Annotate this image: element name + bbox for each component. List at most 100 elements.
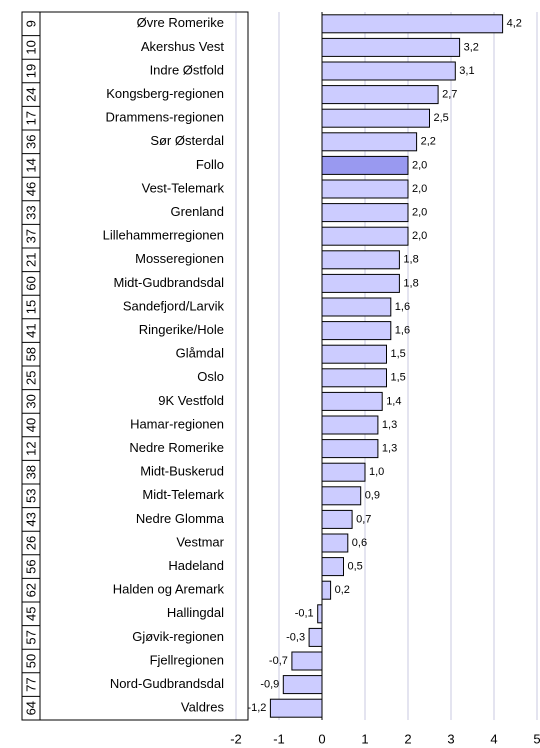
bar xyxy=(321,155,409,175)
value-label: 2,0 xyxy=(412,207,427,219)
category-label: Oslo xyxy=(197,369,224,384)
bar xyxy=(291,651,323,671)
value-label: 4,2 xyxy=(507,18,522,30)
category-label: Lillehammerregionen xyxy=(103,228,224,243)
rank-label: 57 xyxy=(23,630,38,644)
category-label: Nedre Romerike xyxy=(129,440,224,455)
rank-label: 50 xyxy=(23,654,38,668)
value-label: -0,9 xyxy=(260,679,279,691)
value-label: -0,1 xyxy=(295,608,314,620)
bar xyxy=(321,462,366,482)
bar xyxy=(321,344,387,364)
bar xyxy=(321,179,409,199)
x-tick-label: 5 xyxy=(533,731,540,746)
category-label: Mosseregionen xyxy=(135,251,224,266)
bar xyxy=(269,698,323,718)
x-tick-label: 4 xyxy=(490,731,497,746)
rank-label: 12 xyxy=(23,441,38,455)
category-label: Akershus Vest xyxy=(141,39,224,54)
bar xyxy=(321,14,504,34)
category-label: Øvre Romerike xyxy=(137,15,224,30)
rank-label: 17 xyxy=(23,111,38,125)
value-label: 3,2 xyxy=(464,41,479,53)
x-tick-label: 0 xyxy=(318,731,325,746)
value-label: 2,0 xyxy=(412,183,427,195)
rank-label: 9 xyxy=(23,20,38,27)
value-label: 1,5 xyxy=(391,348,406,360)
rank-label: 37 xyxy=(23,229,38,243)
category-label: Halden og Aremark xyxy=(113,582,225,597)
bar xyxy=(321,321,392,341)
rank-label: 45 xyxy=(23,607,38,621)
rank-label: 15 xyxy=(23,300,38,314)
rank-label: 36 xyxy=(23,135,38,149)
bar xyxy=(321,533,349,553)
rank-label: 30 xyxy=(23,394,38,408)
bar xyxy=(321,108,430,128)
category-label: Nord-Gudbrandsdal xyxy=(110,676,224,691)
value-label: 2,5 xyxy=(434,112,449,124)
category-label: Ringerike/Hole xyxy=(139,322,224,337)
bar xyxy=(321,226,409,246)
bar xyxy=(308,627,323,647)
value-label: -0,7 xyxy=(269,655,288,667)
value-label: 3,1 xyxy=(459,65,474,77)
bar xyxy=(282,675,323,695)
bar xyxy=(321,391,383,411)
rank-label: 19 xyxy=(23,64,38,78)
value-label: 2,0 xyxy=(412,230,427,242)
rank-label: 64 xyxy=(23,701,38,715)
bar xyxy=(317,604,323,624)
x-tick-label: -1 xyxy=(273,731,285,746)
bar xyxy=(321,509,353,529)
rank-label: 33 xyxy=(23,205,38,219)
x-tick-label: 3 xyxy=(447,731,454,746)
category-label: Hamar-regionen xyxy=(130,416,224,431)
value-label: 2,0 xyxy=(412,159,427,171)
bar xyxy=(321,250,400,270)
bar xyxy=(321,85,439,105)
rank-label: 43 xyxy=(23,512,38,526)
rank-label: 14 xyxy=(23,158,38,172)
bar xyxy=(321,486,362,506)
value-label: 0,2 xyxy=(335,584,350,596)
rank-label: 41 xyxy=(23,323,38,337)
category-label: Vestmar xyxy=(176,534,224,549)
value-label: 1,6 xyxy=(395,301,410,313)
value-label: 1,8 xyxy=(403,254,418,266)
value-label: 2,2 xyxy=(421,136,436,148)
bar xyxy=(321,415,379,435)
rank-label: 60 xyxy=(23,276,38,290)
value-label: 0,6 xyxy=(352,537,367,549)
bar xyxy=(321,132,418,152)
bar xyxy=(321,297,392,317)
rank-label: 56 xyxy=(23,559,38,573)
category-label: 9K Vestfold xyxy=(158,393,224,408)
value-label: 1,0 xyxy=(369,466,384,478)
category-label: Valdres xyxy=(181,700,225,715)
category-label: Fjellregionen xyxy=(150,652,224,667)
value-label: 1,4 xyxy=(386,395,401,407)
value-label: 0,9 xyxy=(365,490,380,502)
category-label: Drammens-regionen xyxy=(106,110,225,125)
x-tick-label: 1 xyxy=(361,731,368,746)
rank-label: 46 xyxy=(23,182,38,196)
category-label: Hadeland xyxy=(168,558,224,573)
category-label: Vest-Telemark xyxy=(142,180,225,195)
category-label: Midt-Buskerud xyxy=(140,464,224,479)
rank-label: 24 xyxy=(23,87,38,101)
category-label: Hallingdal xyxy=(167,605,224,620)
x-tick-label: 2 xyxy=(404,731,411,746)
rank-label: 38 xyxy=(23,465,38,479)
value-label: 1,6 xyxy=(395,325,410,337)
category-label: Midt-Gudbrandsdal xyxy=(113,275,224,290)
bar xyxy=(321,61,456,81)
rank-label: 62 xyxy=(23,583,38,597)
bar xyxy=(321,557,344,577)
category-label: Follo xyxy=(196,157,224,172)
rank-label: 40 xyxy=(23,418,38,432)
category-label: Gjøvik-regionen xyxy=(132,629,224,644)
rank-label: 77 xyxy=(23,677,38,691)
rank-label: 21 xyxy=(23,253,38,267)
rank-label: 10 xyxy=(23,40,38,54)
